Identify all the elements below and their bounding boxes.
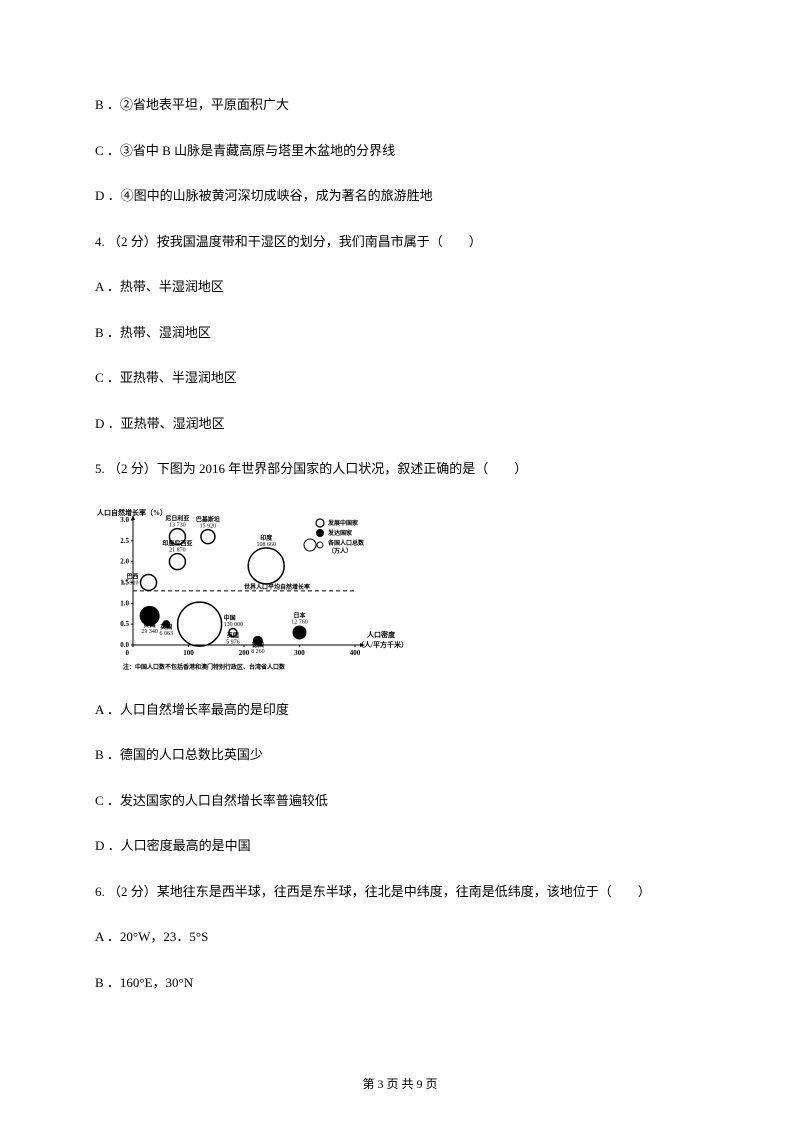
q4-option-b: B ．热带、湿润地区 <box>95 323 705 343</box>
svg-text:发展中国家: 发展中国家 <box>327 519 358 527</box>
svg-text:注：中国人口数不包括香港和澳门特别行政区、台湾省人口数: 注：中国人口数不包括香港和澳门特别行政区、台湾省人口数 <box>123 663 286 671</box>
svg-text:0.0: 0.0 <box>120 641 129 649</box>
q4-option-c: C ．亚热带、半湿润地区 <box>95 368 705 388</box>
svg-text:0.5: 0.5 <box>120 620 129 628</box>
option-c: C ．③省中 B 山脉是青藏高原与塔里木盆地的分界线 <box>95 141 705 161</box>
svg-text:108 660: 108 660 <box>256 541 276 547</box>
svg-text:英国: 英国 <box>226 631 239 639</box>
svg-text:29 340: 29 340 <box>141 628 158 634</box>
svg-text:13 730: 13 730 <box>169 522 186 528</box>
svg-text:0: 0 <box>126 649 130 657</box>
svg-text:发达国家: 发达国家 <box>327 529 352 537</box>
q5-option-d: D ．人口密度最高的是中国 <box>95 836 705 856</box>
svg-text:巴基斯坦: 巴基斯坦 <box>196 515 220 523</box>
q5-option-a: A ．人口自然增长率最高的是印度 <box>95 700 705 720</box>
svg-text:400: 400 <box>350 649 361 657</box>
svg-text:印度: 印度 <box>260 533 273 541</box>
svg-text:5 976: 5 976 <box>226 639 240 645</box>
svg-text:（万人）: （万人） <box>328 547 352 555</box>
question-4: 4. （2 分）按我国温度带和干湿区的划分，我们南昌市属于（ ） <box>95 232 705 252</box>
q5-option-b: B ．德国的人口总数比英国少 <box>95 745 705 765</box>
svg-text:美国: 美国 <box>143 620 156 628</box>
svg-text:2.0: 2.0 <box>120 557 129 565</box>
svg-text:世界人口平均自然增长率: 世界人口平均自然增长率 <box>244 582 310 590</box>
svg-text:21 870: 21 870 <box>169 547 186 553</box>
svg-text:印度尼西亚: 印度尼西亚 <box>162 539 192 547</box>
svg-text:日本: 日本 <box>293 611 306 619</box>
question-5: 5. （2 分）下图为 2016 年世界部分国家的人口状况，叙述正确的是（ ） <box>95 459 705 479</box>
svg-text:100: 100 <box>183 649 194 657</box>
svg-text:15 920: 15 920 <box>200 523 217 529</box>
chart-svg: 人口自然增长率（%）0.00.51.01.52.02.53.0100200300… <box>95 505 405 680</box>
q4-option-a: A ．热带、半湿润地区 <box>95 277 705 297</box>
q4-option-d: D ．亚热带、湿润地区 <box>95 414 705 434</box>
population-chart: 人口自然增长率（%）0.00.51.01.52.02.53.0100200300… <box>95 505 405 680</box>
svg-text:巴西: 巴西 <box>127 572 139 580</box>
q6-option-b: B ．160°E，30°N <box>95 973 705 993</box>
question-6: 6. （2 分）某地往东是西半球，往西是东半球，往北是中纬度，往南是低纬度，该地… <box>95 882 705 902</box>
svg-text:8 260: 8 260 <box>251 648 265 654</box>
option-d: D ．④图中的山脉被黄河深切成峡谷，成为著名的旅游胜地 <box>95 186 705 206</box>
option-b: B ．②省地表平坦，平原面积广大 <box>95 95 705 115</box>
svg-text:3.0: 3.0 <box>120 516 129 524</box>
svg-text:中国: 中国 <box>224 614 236 622</box>
svg-text:尼日利亚: 尼日利亚 <box>165 514 189 522</box>
svg-text:12 760: 12 760 <box>291 619 308 625</box>
page-footer: 第 3 页 共 9 页 <box>0 1075 800 1092</box>
svg-text:130 000: 130 000 <box>224 622 244 628</box>
svg-text:6 063: 6 063 <box>160 631 174 637</box>
svg-text:（人/平方千米）: （人/平方千米） <box>357 640 405 649</box>
svg-text:17 910: 17 910 <box>122 580 139 586</box>
svg-text:300: 300 <box>294 649 305 657</box>
svg-text:人口自然增长率（%）: 人口自然增长率（%） <box>97 508 167 517</box>
q6-option-a: A ．20°W，23．5°S <box>95 927 705 947</box>
q5-option-c: C ．发达国家的人口自然增长率普遍较低 <box>95 791 705 811</box>
svg-text:200: 200 <box>239 649 250 657</box>
svg-text:德国: 德国 <box>251 640 264 648</box>
svg-text:人口密度: 人口密度 <box>367 630 396 639</box>
svg-text:各国人口总数: 各国人口总数 <box>327 539 365 547</box>
svg-text:1.0: 1.0 <box>120 599 129 607</box>
svg-text:英国: 英国 <box>159 623 172 631</box>
svg-text:2.5: 2.5 <box>120 536 129 544</box>
